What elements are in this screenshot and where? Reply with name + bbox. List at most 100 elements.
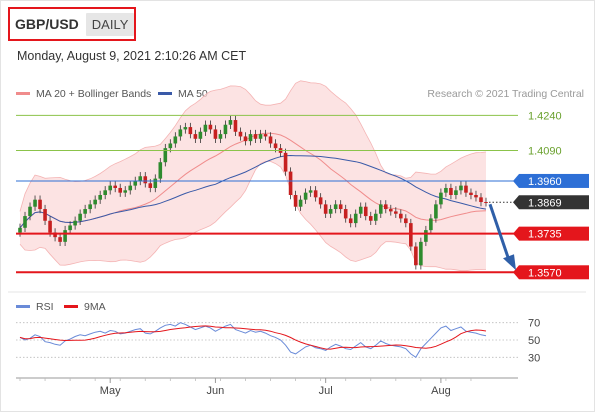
candle-body <box>188 127 193 135</box>
candle-body <box>83 209 87 214</box>
candle-body <box>383 204 388 210</box>
month-label-jun: Jun <box>207 385 225 397</box>
candle-body <box>23 216 27 228</box>
period-selector[interactable]: DAILY <box>85 12 135 36</box>
candle-body <box>459 185 463 191</box>
candle-body <box>193 134 198 139</box>
candle-body <box>28 206 32 217</box>
candle-body <box>373 213 378 221</box>
legend-swatch-rsi <box>16 305 30 308</box>
candle-body <box>469 192 473 195</box>
last-price-tag <box>519 195 589 210</box>
candle-body <box>33 199 37 207</box>
candle-body <box>233 120 238 132</box>
candle-body <box>434 204 438 219</box>
last-price-label: 1.3869 <box>528 197 562 209</box>
candle-body <box>318 197 323 205</box>
candle-body <box>464 185 468 193</box>
candle-body <box>108 185 112 191</box>
candle-body <box>143 176 148 184</box>
level-tag-pointer-pivot <box>513 173 519 188</box>
candle-body <box>78 213 82 221</box>
candle-body <box>404 218 408 224</box>
legend-swatch-bollinger <box>16 92 30 95</box>
candle-body <box>414 246 418 266</box>
candle-body <box>484 202 488 204</box>
rsi-ma9-line <box>19 325 487 350</box>
forecast-arrow-head <box>503 254 516 271</box>
candle-body <box>198 131 203 139</box>
level-label-support-1: 1.3735 <box>528 229 562 241</box>
ma50-line <box>19 154 487 229</box>
legend-swatch-ma50 <box>158 92 172 95</box>
candle-body <box>308 190 313 193</box>
candle-body <box>163 148 168 163</box>
candle-body <box>363 206 368 217</box>
level-tag-pointer-support-2 <box>513 265 519 280</box>
rsi-line <box>19 322 487 359</box>
level-label-resistance-2: 1.4240 <box>528 110 562 122</box>
candle-body <box>223 124 228 135</box>
candle-body <box>168 143 173 149</box>
candle-body <box>148 183 153 188</box>
candle-body <box>429 218 433 231</box>
candle-body <box>183 127 188 130</box>
candle-body <box>243 136 248 142</box>
candle-body <box>98 195 102 200</box>
candle-body <box>444 187 448 193</box>
candle-body <box>273 143 278 149</box>
candle-body <box>68 225 72 231</box>
candle-body <box>358 206 363 214</box>
timestamp: Monday, August 9, 2021 2:10:26 AM CET <box>17 49 247 63</box>
candle-body <box>263 134 268 137</box>
level-label-pivot: 1.3960 <box>528 176 562 188</box>
legend-rsi: RSI <box>36 301 54 313</box>
candle-body <box>419 241 423 266</box>
candle-body <box>474 195 478 198</box>
candle-body <box>38 199 42 210</box>
candle-body <box>88 204 92 210</box>
level-label-resistance-1: 1.4090 <box>528 146 562 158</box>
candle-body <box>298 199 303 207</box>
candle-body <box>93 199 97 205</box>
legend-bollinger: MA 20 + Bollinger Bands <box>36 88 151 100</box>
candle-body <box>449 187 453 195</box>
candle-body <box>424 230 428 242</box>
level-label-support-2: 1.3570 <box>528 267 562 279</box>
candle-body <box>18 227 22 233</box>
candle-body <box>353 213 358 224</box>
candle-body <box>103 190 107 195</box>
price-plot <box>18 80 488 272</box>
candle-body <box>118 187 123 193</box>
candle-body <box>73 220 77 226</box>
month-label-may: May <box>100 385 121 397</box>
candle-body <box>293 195 298 207</box>
candle-body <box>248 134 253 142</box>
price-levels: 1.4240 1.4090 1.3960 1.3735 1.3570 1.3869 <box>16 110 589 280</box>
candle-body <box>283 152 288 172</box>
candle-body <box>218 134 223 139</box>
candle-body <box>253 134 258 139</box>
candle-body <box>303 192 308 200</box>
candle-body <box>128 185 133 191</box>
bollinger-upper <box>19 80 487 212</box>
candle-body <box>228 120 233 125</box>
bollinger-band-area <box>20 80 486 271</box>
candle-body <box>439 192 443 205</box>
level-tag-pivot <box>519 173 589 188</box>
bollinger-lower <box>19 161 487 272</box>
level-tag-support-2 <box>519 265 589 280</box>
rsi-tick-label: 50 <box>528 335 540 347</box>
candle-body <box>343 209 348 219</box>
candle-body <box>133 180 138 186</box>
candle-body <box>238 131 243 137</box>
candle-body <box>173 136 178 144</box>
month-label-aug: Aug <box>431 385 451 397</box>
level-tag-support-1 <box>519 226 589 241</box>
time-axis: May Jun Jul Aug <box>16 377 518 397</box>
rsi-tick-label: 70 <box>528 318 540 330</box>
candle-body <box>338 204 343 210</box>
legend-ma9: 9MA <box>84 301 106 313</box>
instrument-symbol[interactable]: GBP/USD <box>15 16 79 32</box>
